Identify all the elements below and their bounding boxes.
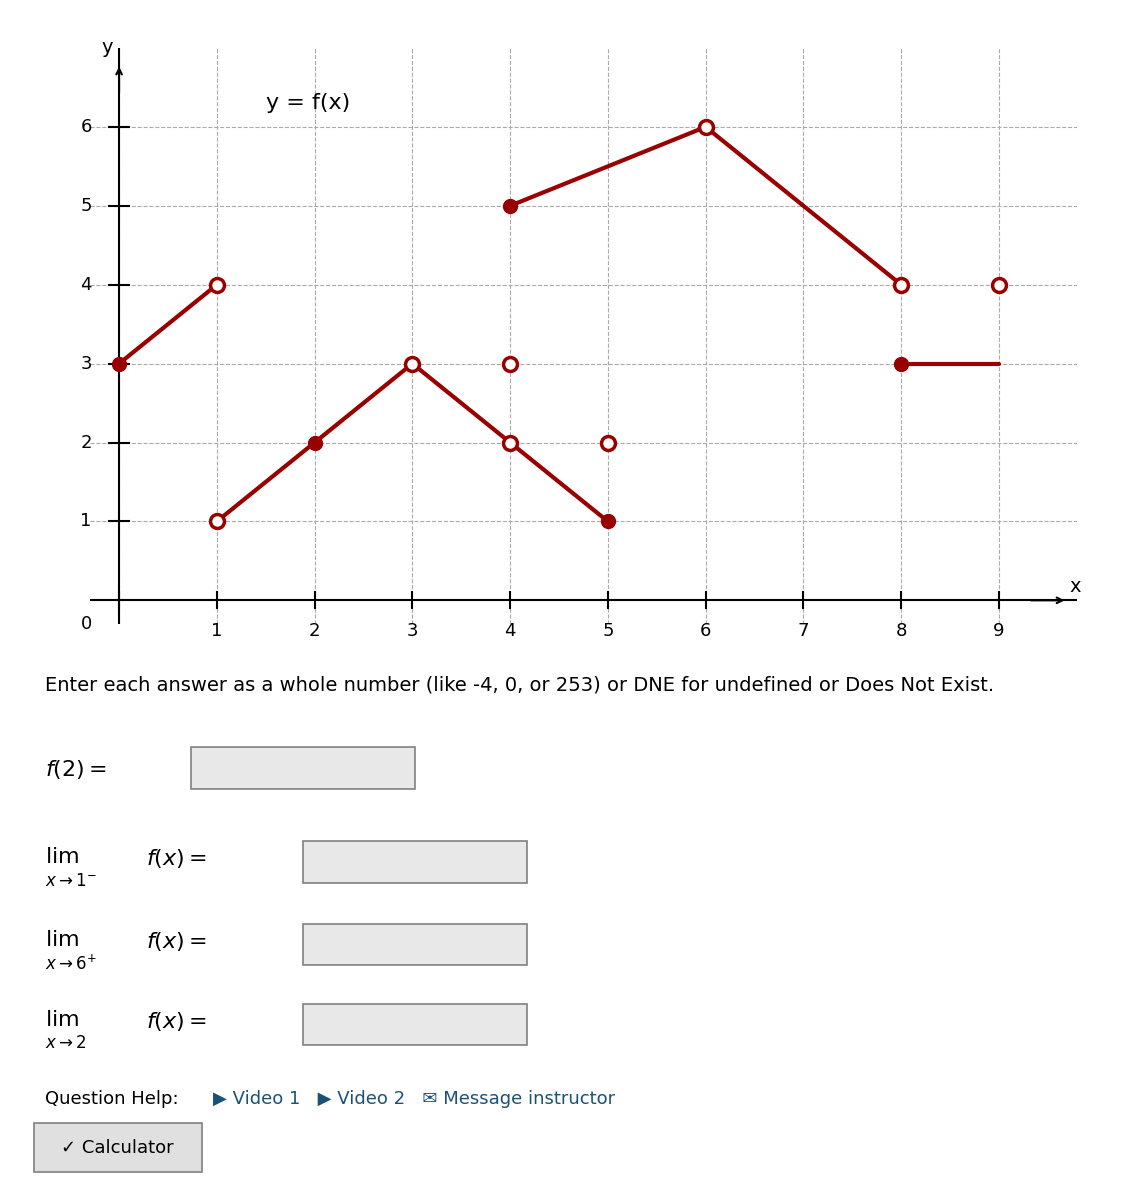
Text: $x \rightarrow 1^{-}$: $x \rightarrow 1^{-}$ xyxy=(45,871,96,889)
FancyBboxPatch shape xyxy=(34,1123,202,1172)
Text: 6: 6 xyxy=(700,623,711,641)
Text: $\lim$: $\lim$ xyxy=(45,930,79,949)
FancyBboxPatch shape xyxy=(303,1004,527,1045)
Text: $\lim$: $\lim$ xyxy=(45,847,79,866)
Text: 5: 5 xyxy=(603,623,614,641)
Text: y: y xyxy=(102,38,113,58)
Text: 1: 1 xyxy=(211,623,222,641)
Text: $\lim$: $\lim$ xyxy=(45,1009,79,1030)
Text: 5: 5 xyxy=(80,197,92,215)
Text: ✓ Calculator: ✓ Calculator xyxy=(62,1139,174,1157)
Text: $f(x) =$: $f(x) =$ xyxy=(146,930,206,953)
Text: 2: 2 xyxy=(80,433,92,451)
Text: ▶ Video 1   ▶ Video 2   ✉ Message instructor: ▶ Video 1 ▶ Video 2 ✉ Message instructor xyxy=(213,1090,615,1108)
Text: Enter each answer as a whole number (like -4, 0, or 253) or DNE for undefined or: Enter each answer as a whole number (lik… xyxy=(45,676,994,695)
Text: 7: 7 xyxy=(798,623,809,641)
FancyBboxPatch shape xyxy=(303,924,527,965)
Text: 9: 9 xyxy=(993,623,1004,641)
Text: x: x xyxy=(1069,577,1080,596)
Text: Question Help:: Question Help: xyxy=(45,1090,178,1108)
Text: $x \rightarrow 6^{+}$: $x \rightarrow 6^{+}$ xyxy=(45,954,96,973)
Text: $f(x) =$: $f(x) =$ xyxy=(146,1009,206,1032)
Text: 8: 8 xyxy=(895,623,907,641)
Text: 4: 4 xyxy=(505,623,516,641)
Text: 0: 0 xyxy=(81,614,92,632)
Text: 4: 4 xyxy=(80,276,92,294)
Text: 6: 6 xyxy=(81,118,92,136)
Text: 1: 1 xyxy=(81,512,92,530)
Text: 3: 3 xyxy=(80,355,92,373)
Text: $f(2) =$: $f(2) =$ xyxy=(45,758,107,781)
Text: y = f(x): y = f(x) xyxy=(266,94,350,113)
Text: $f(x) =$: $f(x) =$ xyxy=(146,847,206,870)
Text: 2: 2 xyxy=(309,623,321,641)
Text: 3: 3 xyxy=(406,623,419,641)
FancyBboxPatch shape xyxy=(303,841,527,883)
Text: $x \rightarrow 2$: $x \rightarrow 2$ xyxy=(45,1034,86,1052)
FancyBboxPatch shape xyxy=(191,748,415,788)
